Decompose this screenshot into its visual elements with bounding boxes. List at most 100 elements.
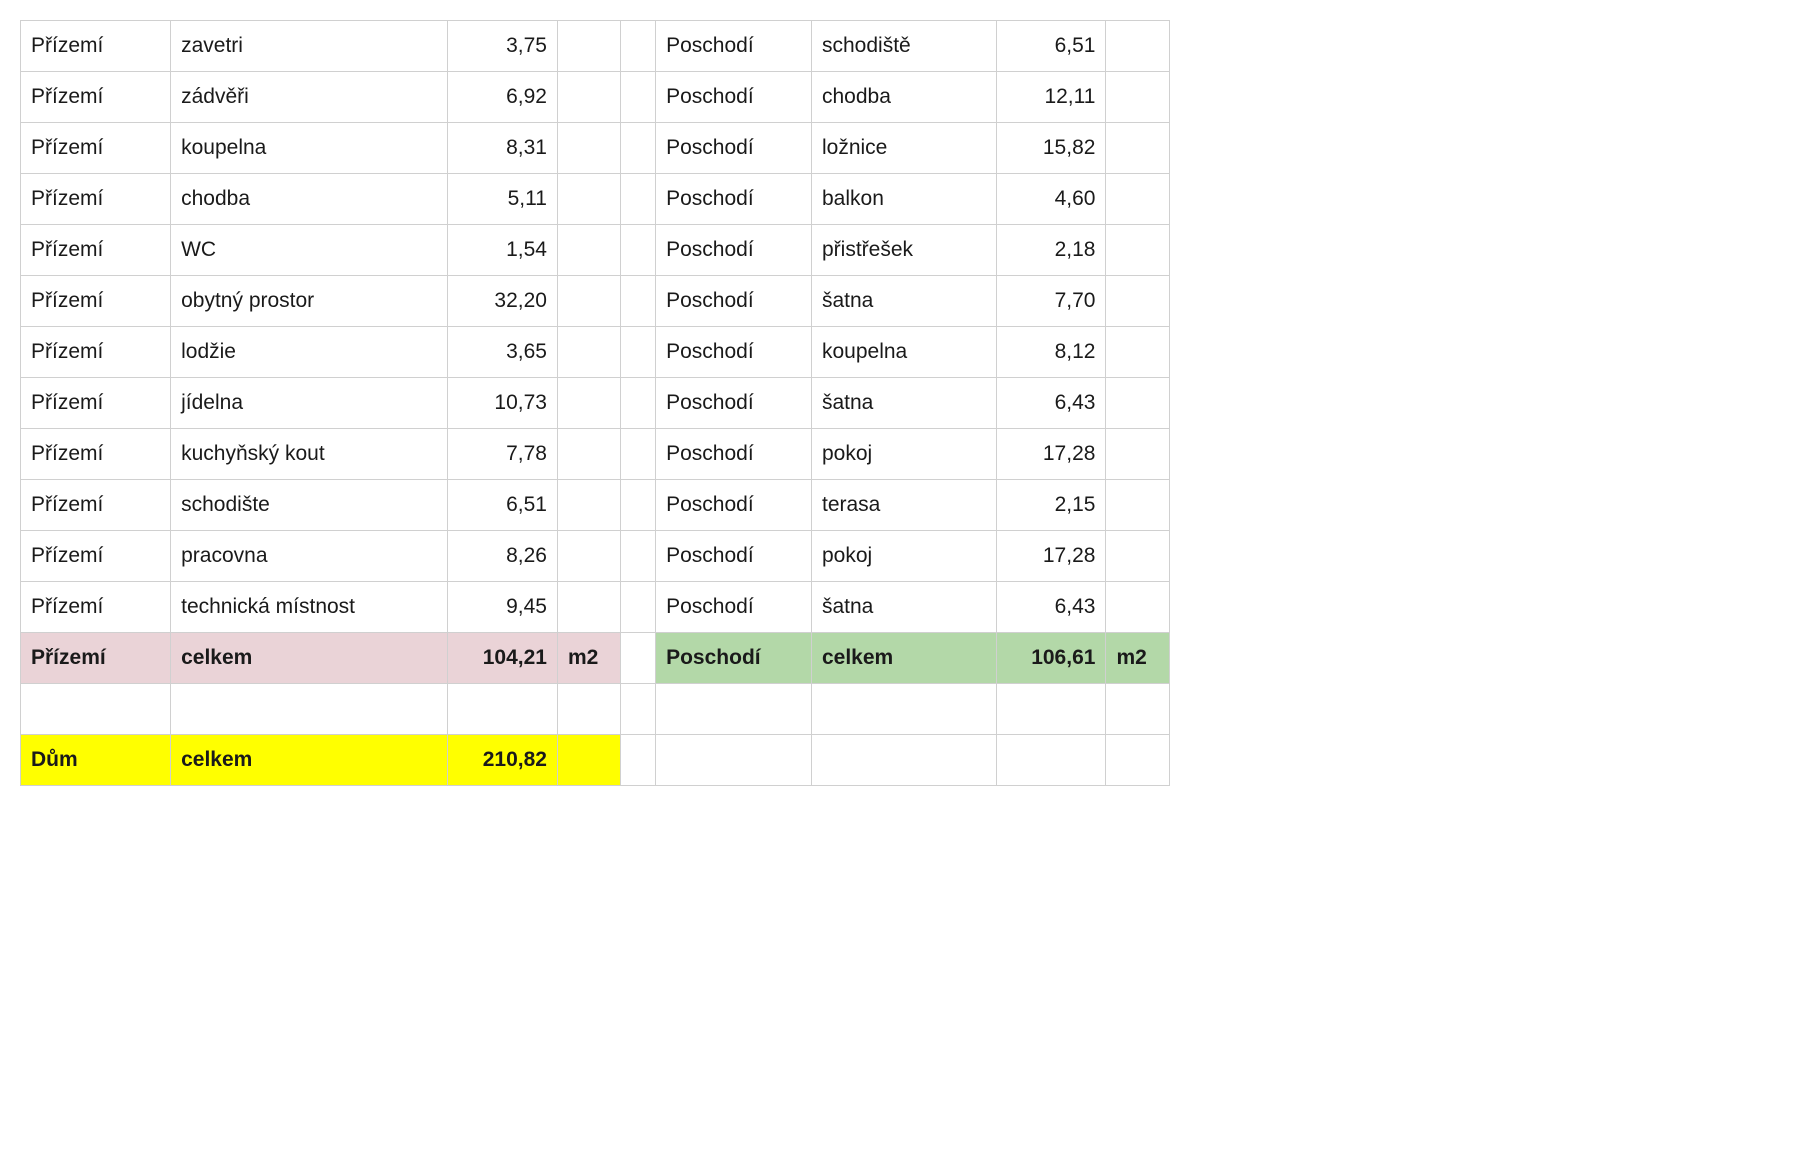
left-room: obytný prostor (171, 276, 448, 327)
left-floor: Přízemí (21, 429, 171, 480)
blank-cell (811, 684, 996, 735)
gap (621, 633, 656, 684)
left-unit (557, 378, 621, 429)
right-unit (1106, 21, 1170, 72)
subtotal-left-floor: Přízemí (21, 633, 171, 684)
right-floor: Poschodí (656, 531, 812, 582)
right-unit (1106, 174, 1170, 225)
blank-cell (621, 684, 656, 735)
table-row: Přízemítechnická místnost9,45Poschodíšat… (21, 582, 1170, 633)
right-unit (1106, 378, 1170, 429)
left-room: jídelna (171, 378, 448, 429)
right-unit (1106, 429, 1170, 480)
subtotal-right-unit: m2 (1106, 633, 1170, 684)
right-area: 2,15 (996, 480, 1106, 531)
total-row: Důmcelkem210,82 (21, 735, 1170, 786)
right-unit (1106, 276, 1170, 327)
total-label1: Dům (21, 735, 171, 786)
right-room: balkon (811, 174, 996, 225)
gap (621, 327, 656, 378)
left-room: zádvěři (171, 72, 448, 123)
gap (621, 378, 656, 429)
right-unit (1106, 123, 1170, 174)
left-floor: Přízemí (21, 327, 171, 378)
left-area: 1,54 (448, 225, 558, 276)
blank-cell (996, 684, 1106, 735)
gap (621, 21, 656, 72)
area-table: Přízemízavetri3,75Poschodíschodiště6,51P… (20, 20, 1170, 786)
gap (621, 276, 656, 327)
blank-cell (171, 684, 448, 735)
right-room: koupelna (811, 327, 996, 378)
right-floor: Poschodí (656, 327, 812, 378)
right-room: pokoj (811, 531, 996, 582)
left-area: 3,65 (448, 327, 558, 378)
subtotal-left-label: celkem (171, 633, 448, 684)
left-unit (557, 429, 621, 480)
left-area: 7,78 (448, 429, 558, 480)
left-room: zavetri (171, 21, 448, 72)
right-unit (1106, 225, 1170, 276)
table-row: Přízemíobytný prostor32,20Poschodíšatna7… (21, 276, 1170, 327)
table-row: Přízemíschodište6,51Poschodíterasa2,15 (21, 480, 1170, 531)
right-floor: Poschodí (656, 225, 812, 276)
right-unit (1106, 582, 1170, 633)
empty (656, 735, 812, 786)
table-row: Přízemízádvěři6,92Poschodíchodba12,11 (21, 72, 1170, 123)
right-room: ložnice (811, 123, 996, 174)
gap (621, 174, 656, 225)
left-floor: Přízemí (21, 582, 171, 633)
left-area: 9,45 (448, 582, 558, 633)
left-unit (557, 21, 621, 72)
right-unit (1106, 480, 1170, 531)
right-floor: Poschodí (656, 429, 812, 480)
gap (621, 429, 656, 480)
right-area: 17,28 (996, 531, 1106, 582)
left-unit (557, 582, 621, 633)
left-area: 6,51 (448, 480, 558, 531)
left-room: koupelna (171, 123, 448, 174)
gap (621, 582, 656, 633)
left-unit (557, 480, 621, 531)
gap (621, 123, 656, 174)
subtotal-left-value: 104,21 (448, 633, 558, 684)
right-unit (1106, 327, 1170, 378)
left-floor: Přízemí (21, 276, 171, 327)
table-row: Přízemípracovna8,26Poschodípokoj17,28 (21, 531, 1170, 582)
right-area: 17,28 (996, 429, 1106, 480)
left-floor: Přízemí (21, 531, 171, 582)
table-row: Přízemílodžie3,65 Poschodíkoupelna8,12 (21, 327, 1170, 378)
right-floor: Poschodí (656, 276, 812, 327)
right-floor: Poschodí (656, 123, 812, 174)
total-unit (557, 735, 621, 786)
table-row: Přízemíjídelna10,73Poschodíšatna6,43 (21, 378, 1170, 429)
gap (621, 480, 656, 531)
right-room: pokoj (811, 429, 996, 480)
right-floor: Poschodí (656, 378, 812, 429)
right-area: 6,51 (996, 21, 1106, 72)
left-area: 8,26 (448, 531, 558, 582)
left-area: 3,75 (448, 21, 558, 72)
gap (621, 735, 656, 786)
right-area: 6,43 (996, 582, 1106, 633)
left-floor: Přízemí (21, 378, 171, 429)
right-area: 8,12 (996, 327, 1106, 378)
left-room: lodžie (171, 327, 448, 378)
table-row: Přízemíkuchyňský kout7,78Poschodípokoj17… (21, 429, 1170, 480)
right-room: chodba (811, 72, 996, 123)
subtotal-left-unit: m2 (557, 633, 621, 684)
blank-cell (557, 684, 621, 735)
right-floor: Poschodí (656, 582, 812, 633)
left-room: chodba (171, 174, 448, 225)
right-area: 15,82 (996, 123, 1106, 174)
subtotal-right-value: 106,61 (996, 633, 1106, 684)
right-floor: Poschodí (656, 480, 812, 531)
right-room: schodiště (811, 21, 996, 72)
left-unit (557, 276, 621, 327)
total-value: 210,82 (448, 735, 558, 786)
right-area: 6,43 (996, 378, 1106, 429)
left-area: 32,20 (448, 276, 558, 327)
left-area: 8,31 (448, 123, 558, 174)
left-room: WC (171, 225, 448, 276)
left-area: 10,73 (448, 378, 558, 429)
